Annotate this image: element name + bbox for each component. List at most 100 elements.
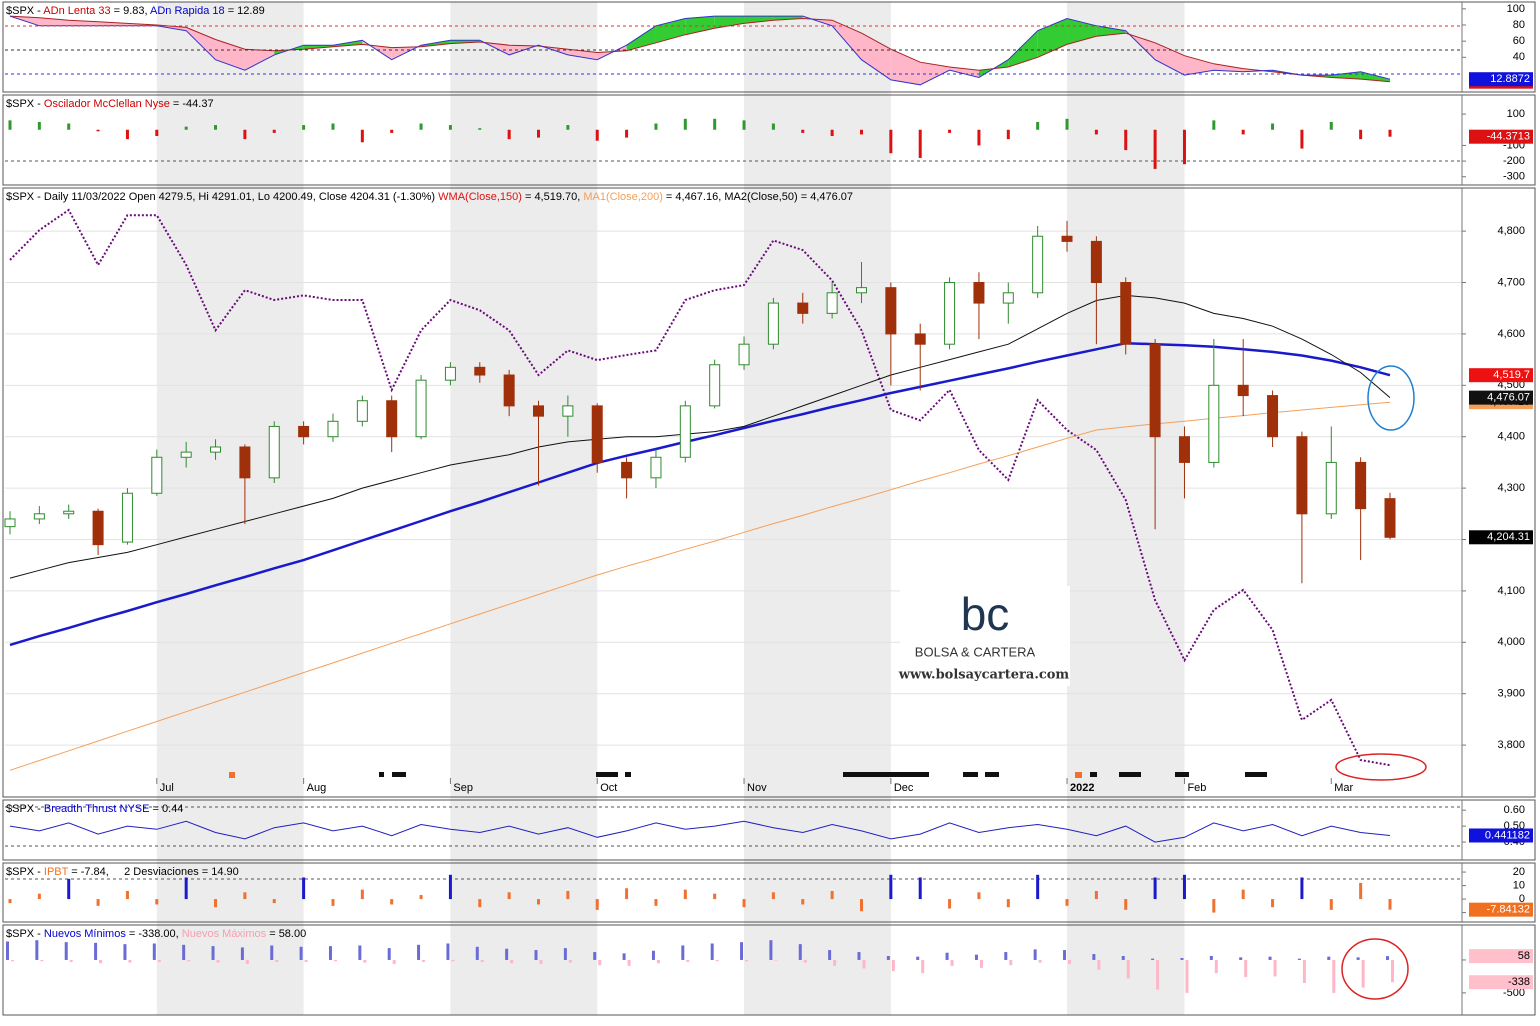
value-label: 4,204.31 bbox=[1487, 531, 1530, 543]
reference-lines bbox=[5, 25, 1462, 847]
fill-band bbox=[244, 49, 275, 71]
panel-frame bbox=[2, 799, 1536, 861]
y-tick-label: 100 bbox=[1507, 108, 1525, 120]
candle-body bbox=[1208, 384, 1220, 463]
fill-band bbox=[773, 16, 803, 21]
event-marker bbox=[379, 772, 384, 777]
candle-body bbox=[33, 513, 45, 520]
y-tick-label: 20 bbox=[1513, 866, 1525, 878]
event-markers bbox=[229, 772, 1267, 778]
fill-band bbox=[655, 18, 686, 43]
candle-body bbox=[591, 405, 603, 463]
circle-annotation bbox=[1367, 365, 1415, 431]
title-part: = -44.37 bbox=[170, 98, 214, 110]
circle-annotation bbox=[1335, 753, 1427, 781]
value-label-box bbox=[1469, 949, 1533, 964]
title-part: $SPX - Daily 11/03/2022 Open 4279.5, Hi … bbox=[6, 191, 438, 203]
fill-band bbox=[890, 49, 921, 85]
candle-body bbox=[621, 461, 633, 479]
y-tick-label: 4,300 bbox=[1497, 482, 1525, 494]
fill-band bbox=[98, 21, 128, 26]
y-tick-label: 4,600 bbox=[1497, 328, 1525, 340]
plot-layer bbox=[4, 15, 1396, 993]
title-part: $SPX - bbox=[6, 98, 44, 110]
value-label: -338 bbox=[1508, 976, 1530, 988]
y-tick-label: 4,500 bbox=[1497, 379, 1525, 391]
candle-body bbox=[268, 425, 280, 479]
panel-frame bbox=[2, 94, 1536, 186]
candle-body bbox=[1267, 395, 1279, 438]
candle-body bbox=[1355, 461, 1367, 510]
fill-band bbox=[744, 16, 774, 24]
candle-body bbox=[444, 366, 456, 381]
title-part: Oscilador McClellan Nyse bbox=[44, 98, 170, 110]
watermark: bc BOLSA & CARTERA www.bolsaycartera.com bbox=[898, 586, 1070, 686]
candle-body bbox=[327, 420, 339, 438]
candle-body bbox=[210, 446, 222, 453]
title-part: $SPX - bbox=[6, 803, 44, 815]
value-label-box bbox=[1469, 828, 1533, 843]
fill-band bbox=[1155, 42, 1185, 76]
title-part: $SPX - bbox=[6, 928, 44, 940]
value-label-box bbox=[1469, 129, 1533, 144]
watermark-box bbox=[900, 586, 1070, 686]
candle-body bbox=[1296, 436, 1308, 515]
title-part: IPBT bbox=[44, 866, 69, 878]
panel-frame bbox=[2, 1, 1536, 93]
fill-band bbox=[920, 62, 950, 85]
title-part: WMA(Close,150) bbox=[438, 191, 522, 203]
candle-body bbox=[415, 379, 427, 438]
y-tick-label: 0.60 bbox=[1504, 804, 1525, 816]
value-label: -7.84132 bbox=[1487, 904, 1530, 916]
y-tick-label: -500 bbox=[1503, 987, 1525, 999]
y-tick-label: 0 bbox=[1519, 893, 1525, 905]
candle-body bbox=[151, 456, 163, 494]
candle-body bbox=[1325, 461, 1337, 515]
event-marker bbox=[985, 772, 999, 777]
candle-body bbox=[738, 343, 750, 366]
candle-body bbox=[1002, 292, 1014, 304]
circle-annotation bbox=[1341, 938, 1409, 1000]
x-tick-label: Nov bbox=[747, 782, 767, 794]
y-tick-label: 4,400 bbox=[1497, 431, 1525, 443]
title-part: = 12.89 bbox=[225, 5, 265, 17]
title-part: ADn Rapida 18 bbox=[150, 5, 225, 17]
y-tick-label: 3,900 bbox=[1497, 688, 1525, 700]
series-line bbox=[9, 15, 1391, 83]
y-tick-label: 40 bbox=[1513, 51, 1525, 63]
x-tick-label: Sep bbox=[453, 782, 473, 794]
candle-body bbox=[650, 456, 662, 479]
candle-body bbox=[180, 451, 192, 458]
candle-body bbox=[826, 292, 838, 314]
value-label: 4,476.07 bbox=[1487, 392, 1530, 404]
candle-body bbox=[386, 400, 398, 438]
x-tick-label: Mar bbox=[1334, 782, 1353, 794]
x-tick-label: 2022 bbox=[1070, 782, 1094, 794]
candle-body bbox=[1032, 235, 1044, 294]
event-marker bbox=[1119, 772, 1141, 777]
value-label-box bbox=[1469, 530, 1533, 545]
y-tick-label: 80 bbox=[1513, 19, 1525, 31]
candle-body bbox=[121, 492, 133, 543]
title-part: MA1(Close,200) bbox=[583, 191, 662, 203]
title-part: = 4,519.70, bbox=[522, 191, 583, 203]
series-line bbox=[9, 208, 1391, 767]
panel-frame bbox=[2, 187, 1536, 798]
candle-body bbox=[1384, 498, 1396, 538]
value-label-box bbox=[1469, 902, 1533, 917]
y-tick-label: -300 bbox=[1503, 171, 1525, 183]
event-marker bbox=[392, 772, 406, 777]
title-part: = 9.83, bbox=[111, 5, 150, 17]
candle-body bbox=[298, 425, 310, 438]
candle-body bbox=[474, 366, 486, 376]
series-line bbox=[9, 294, 1391, 579]
fill-band bbox=[1213, 63, 1244, 72]
candle-body bbox=[1090, 240, 1102, 284]
x-tick-label: Aug bbox=[307, 782, 327, 794]
value-label-box bbox=[1469, 975, 1533, 990]
candle-body bbox=[1178, 436, 1190, 463]
panel-frame bbox=[2, 862, 1536, 923]
